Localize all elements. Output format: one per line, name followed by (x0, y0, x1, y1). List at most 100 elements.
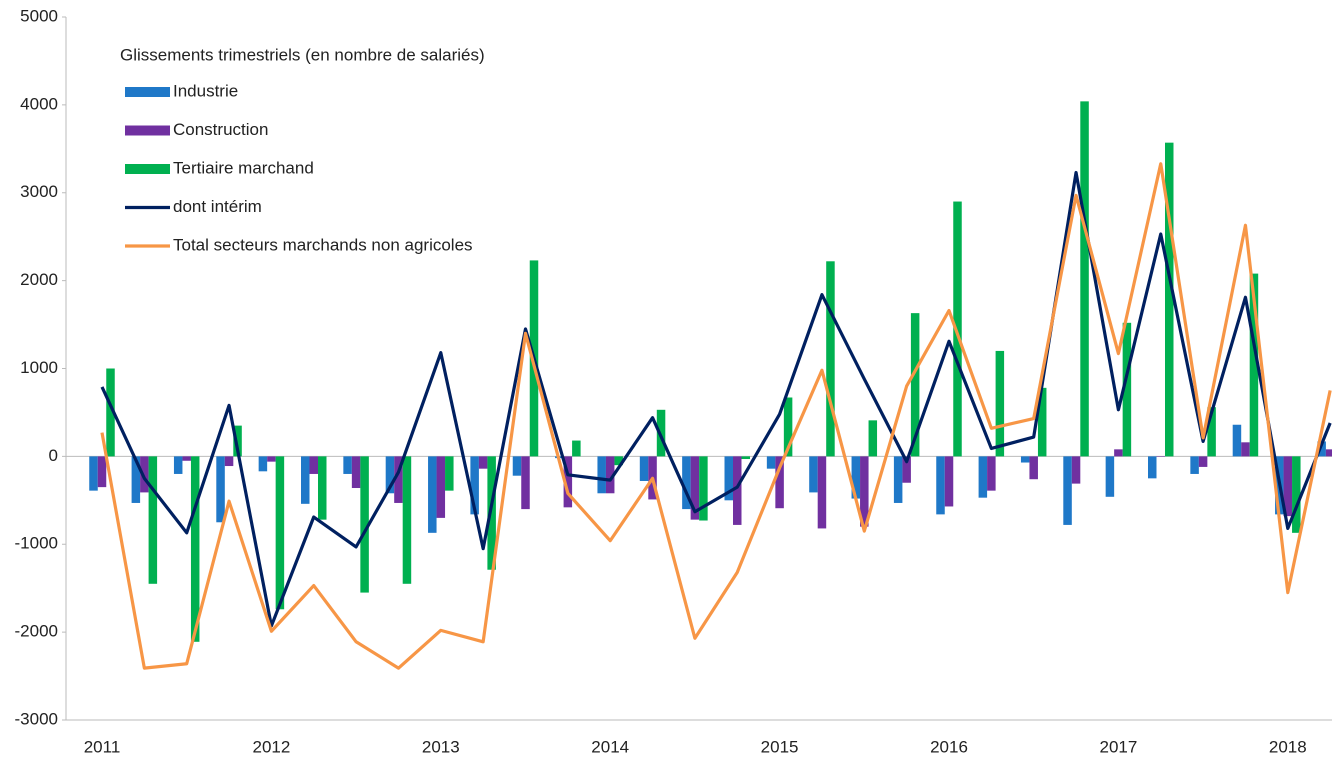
bar (173, 456, 183, 474)
bar (106, 368, 115, 457)
bar (351, 456, 361, 489)
bar (614, 456, 623, 466)
bar (826, 261, 835, 457)
x-tick-label: 2015 (761, 737, 799, 756)
legend-swatch (125, 87, 170, 97)
bar (402, 456, 412, 584)
bar (1037, 387, 1047, 457)
bar (1063, 456, 1072, 525)
legend-swatch (125, 164, 170, 174)
bar (690, 456, 700, 520)
x-tick-label: 2011 (84, 737, 121, 756)
bar (868, 420, 878, 457)
bar (910, 313, 920, 457)
bar (89, 456, 98, 491)
bar (1029, 456, 1038, 480)
y-tick-label: 4000 (20, 94, 58, 113)
bar (385, 456, 395, 494)
bar (902, 456, 911, 483)
bar (724, 456, 733, 501)
bar (343, 456, 352, 474)
y-tick-label: 0 (49, 446, 58, 465)
bar (860, 456, 869, 527)
bar (140, 456, 149, 493)
bar (563, 456, 573, 508)
bar (131, 456, 141, 503)
bar (1292, 456, 1301, 533)
legend-label: Industrie (173, 81, 238, 100)
bar (572, 440, 581, 457)
bar (1105, 456, 1115, 497)
bar (944, 456, 954, 507)
bar (1249, 273, 1259, 457)
bar (445, 456, 454, 491)
bar (953, 201, 962, 457)
legend-swatch (125, 125, 170, 136)
y-tick-label: 3000 (20, 182, 58, 201)
bar (309, 456, 318, 474)
bar (1325, 449, 1332, 457)
bar (1283, 456, 1293, 517)
bar (682, 456, 691, 510)
x-tick-label: 2012 (252, 737, 290, 756)
bar (470, 456, 479, 515)
legend-label: dont intérim (173, 197, 262, 216)
bar (936, 456, 945, 515)
bar (775, 456, 784, 509)
line (100, 162, 1332, 670)
bar (512, 456, 522, 476)
y-tick-label: 2000 (20, 270, 58, 289)
bar (1020, 456, 1030, 463)
bar (783, 397, 793, 457)
bar (809, 456, 818, 493)
bar (478, 456, 488, 469)
x-tick-label: 2017 (1099, 737, 1137, 756)
bar (487, 456, 496, 570)
bar (741, 456, 750, 460)
bar (318, 456, 327, 520)
legend-label: Construction (173, 120, 268, 139)
bar (597, 456, 606, 494)
bar (233, 425, 242, 457)
bar (216, 456, 225, 523)
bar (436, 456, 446, 518)
x-tick-label: 2018 (1269, 737, 1307, 756)
bar (394, 456, 403, 503)
bar (766, 456, 776, 469)
bar (1148, 456, 1157, 479)
bar (1165, 142, 1174, 457)
y-tick-label: -3000 (15, 709, 58, 728)
bar (893, 456, 903, 503)
bar (1232, 424, 1242, 457)
y-tick-label: -1000 (15, 534, 58, 553)
bar (699, 456, 708, 521)
x-tick-label: 2014 (591, 737, 629, 756)
bar (521, 456, 530, 510)
legend-title: Glissements trimestriels (en nombre de s… (120, 45, 485, 64)
line (100, 170, 1332, 628)
y-tick-label: -2000 (15, 622, 58, 641)
x-tick-label: 2016 (930, 737, 968, 756)
x-tick-label: 2013 (422, 737, 460, 756)
bar (605, 456, 615, 494)
bar (267, 456, 276, 462)
bar (639, 456, 649, 481)
y-tick-label: 5000 (20, 6, 58, 25)
bar (1122, 322, 1132, 457)
bar (978, 456, 988, 498)
bar (1241, 442, 1250, 457)
bar (817, 456, 827, 529)
bar (1198, 456, 1208, 467)
bar (995, 350, 1005, 457)
legend-label: Total secteurs marchands non agricoles (173, 235, 473, 254)
y-tick-label: 1000 (20, 358, 58, 377)
bar (258, 456, 268, 472)
bar (190, 456, 200, 642)
bar (987, 456, 996, 491)
bar (182, 456, 191, 461)
bar (224, 456, 234, 467)
bar (148, 456, 158, 584)
bar (851, 456, 861, 499)
bar (1156, 456, 1165, 457)
